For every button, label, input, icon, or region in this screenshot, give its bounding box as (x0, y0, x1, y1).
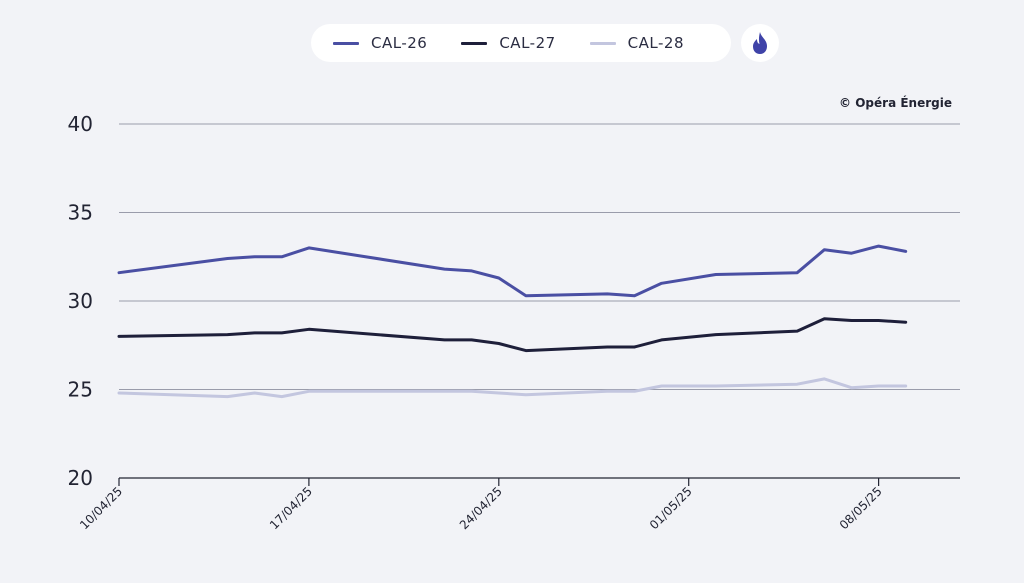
legend-label-cal-26: CAL-26 (371, 34, 428, 52)
grid-layer (119, 123, 960, 390)
series-line-cal-27 (117, 317, 908, 353)
legend-label-cal-27: CAL-27 (499, 34, 556, 52)
series-layer (117, 244, 908, 399)
legend: CAL-26 CAL-27 CAL-28 (311, 24, 731, 62)
x-tick-label: 24/04/25 (457, 484, 505, 532)
x-tick-label: 10/04/25 (77, 484, 125, 532)
x-tick-label: 08/05/25 (837, 484, 885, 532)
legend-item-cal-27[interactable]: CAL-27 (461, 34, 555, 52)
copyright-label: © Opéra Énergie (839, 96, 952, 110)
y-tick-label: 25 (68, 378, 93, 402)
legend-swatch-cal-27 (461, 41, 488, 45)
x-tick-label: 01/05/25 (647, 484, 695, 532)
legend-label-cal-28: CAL-28 (627, 34, 684, 52)
axis-layer: 20 25 30 35 40 10/04/25 17/04/25 24/04/25 01/05/… (68, 112, 960, 532)
x-tick-label: 17/04/25 (267, 484, 315, 532)
energy-toggle-button[interactable] (741, 24, 779, 62)
y-tick-label: 40 (68, 112, 93, 136)
y-tick-label: 20 (68, 466, 93, 490)
series-line-cal-26 (117, 244, 908, 298)
legend-item-cal-28[interactable]: CAL-28 (589, 34, 684, 52)
legend-swatch-cal-26 (333, 41, 359, 45)
y-tick-label: 35 (68, 201, 93, 225)
legend-swatch-cal-28 (589, 41, 616, 45)
y-tick-label: 30 (68, 289, 93, 313)
flame-icon (753, 32, 767, 54)
legend-item-cal-26[interactable]: CAL-26 (333, 34, 427, 52)
series-line-cal-28 (117, 377, 908, 399)
